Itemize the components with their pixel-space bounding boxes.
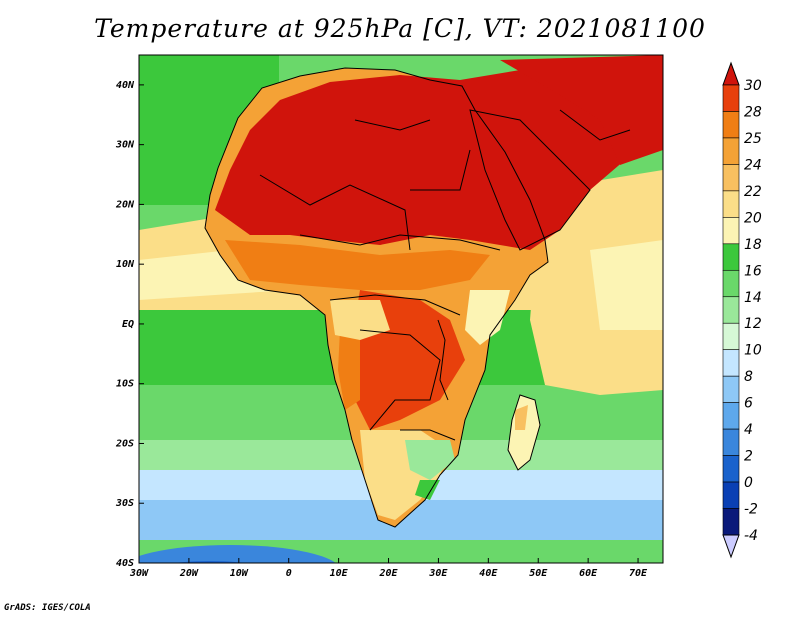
colorbar-label: 8 [744, 369, 753, 385]
y-tick-label: 40N [116, 80, 135, 91]
y-axis-ticks: 40N 30N 20N 10N EQ 10S 20S 30S 40S [115, 80, 144, 569]
colorbar-label: 25 [744, 131, 762, 147]
colorbar-bottom-triangle [722, 534, 740, 559]
colorbar-label: 10 [744, 343, 762, 359]
colorbar-band [722, 84, 740, 112]
y-tick-label: 10N [116, 259, 135, 270]
colorbar-label: 2 [744, 449, 753, 465]
x-tick-label: 70E [629, 568, 648, 579]
x-tick-label: 40E [479, 568, 498, 579]
x-tick-label: 0 [286, 568, 292, 579]
x-tick-label: 60E [579, 568, 598, 579]
colorbar-top-triangle [722, 61, 740, 86]
colorbar-band [722, 269, 740, 298]
colorbar-label: -2 [744, 502, 758, 518]
y-tick-label: EQ [122, 319, 134, 330]
y-tick-label: 20S [115, 438, 134, 449]
colorbar-band [722, 164, 740, 192]
x-tick-label: 10W [230, 568, 249, 579]
colorbar-band [722, 349, 740, 377]
colorbar-label: 28 [744, 104, 762, 120]
colorbar-band [722, 375, 740, 403]
colorbar-band [722, 137, 740, 165]
y-tick-label: 30S [115, 498, 134, 509]
colorbar-label: 18 [744, 237, 762, 253]
colorbar-label: 4 [744, 422, 753, 438]
colorbar-band [722, 322, 740, 351]
colorbar-band [722, 508, 740, 536]
y-tick-label: 20N [115, 199, 135, 210]
colorbar-label: 24 [744, 157, 762, 173]
colorbar-band [722, 296, 740, 324]
x-tick-label: 30E [428, 568, 448, 579]
colorbar-band [722, 217, 740, 245]
colorbar-band [722, 111, 740, 139]
y-tick-label: 40S [116, 558, 134, 569]
y-tick-label: 30N [115, 140, 135, 151]
colorbar-band [722, 190, 740, 218]
colorbar-band [722, 243, 740, 271]
colorbar-band [722, 455, 740, 483]
colorbar-label: 6 [744, 396, 753, 412]
colorbar-label: 0 [744, 475, 753, 491]
colorbar-label: 16 [744, 263, 762, 279]
colorbar-label: 14 [744, 290, 762, 306]
map-frame [138, 54, 664, 564]
colorbar-label: 20 [744, 210, 762, 226]
x-tick-label: 30W [129, 568, 149, 579]
colorbar-label: -4 [744, 528, 758, 544]
x-tick-label: 20W [179, 568, 199, 579]
colorbar-band [722, 402, 740, 430]
colorbar-label: 30 [744, 78, 762, 94]
x-axis-ticks: 30W 20W 10W 0 10E 20E 30E 40E 50E 60E 70E [129, 558, 648, 579]
y-tick-label: 10S [116, 379, 134, 390]
country-borders [204, 67, 631, 528]
colorbar-label: 22 [744, 184, 762, 200]
x-tick-label: 10E [330, 568, 349, 579]
grads-credit: GrADS: IGES/COLA [4, 603, 91, 613]
x-tick-label: 20E [378, 568, 398, 579]
colorbar-band [722, 428, 740, 456]
x-tick-label: 50E [529, 568, 548, 579]
temperature-field [139, 55, 663, 563]
map-title: Temperature at 925hPa [C], VT: 202108110… [94, 14, 706, 43]
colorbar-label: 12 [744, 316, 762, 332]
colorbar-band [722, 481, 740, 509]
